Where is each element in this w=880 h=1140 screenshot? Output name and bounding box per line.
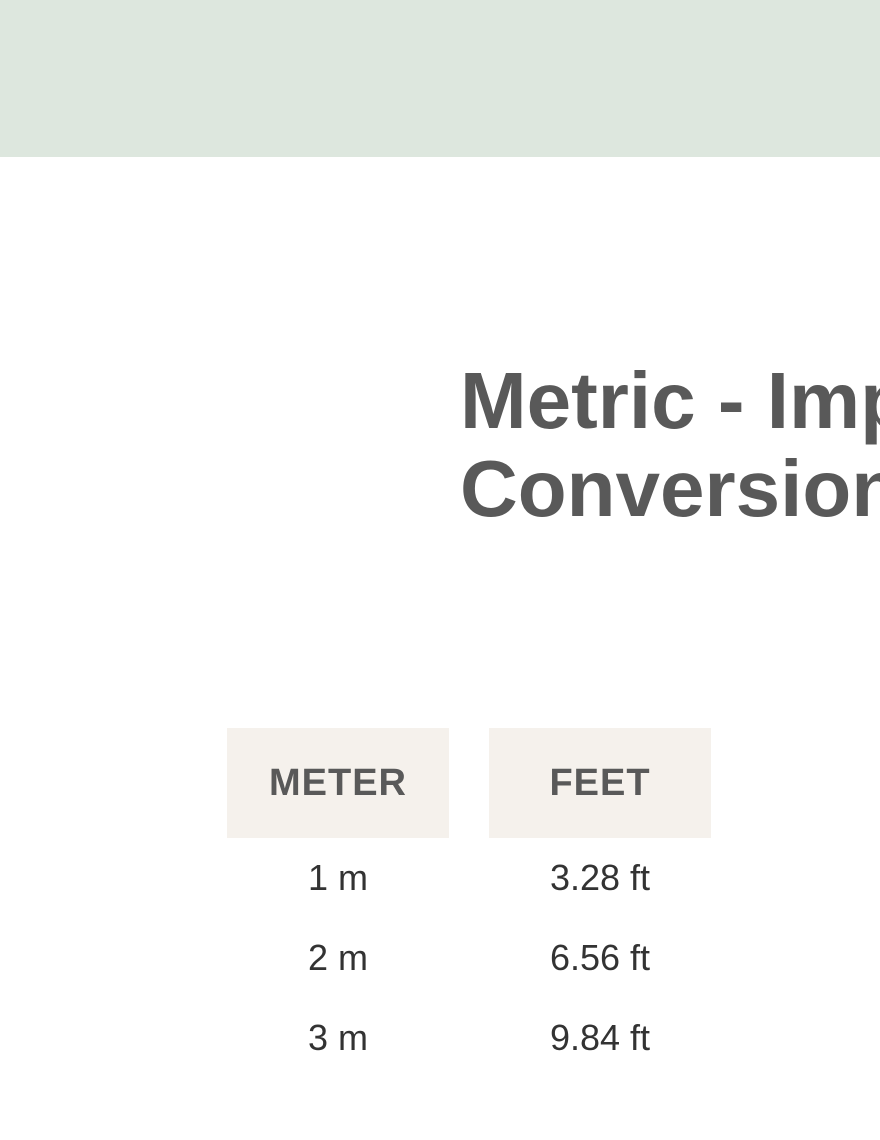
meter-header: METER	[227, 728, 449, 838]
table-row: 9.84 ft	[489, 998, 711, 1078]
top-banner	[0, 0, 880, 157]
conversion-table: METER 1 m 2 m 3 m FEET 3.28 ft 6.56 ft 9…	[227, 728, 880, 1078]
table-row: 2 m	[227, 918, 449, 998]
conversion-table-section: METER 1 m 2 m 3 m FEET 3.28 ft 6.56 ft 9…	[0, 533, 880, 1078]
feet-header: FEET	[489, 728, 711, 838]
table-row: 3.28 ft	[489, 838, 711, 918]
title-section: Metric - Imperial Conversion Table	[0, 157, 880, 533]
feet-column: FEET 3.28 ft 6.56 ft 9.84 ft	[489, 728, 711, 1078]
table-row: 1 m	[227, 838, 449, 918]
table-row: 3 m	[227, 998, 449, 1078]
table-row: 6.56 ft	[489, 918, 711, 998]
page-title-line1: Metric - Imperial	[460, 357, 880, 445]
page-title-line2: Conversion Table	[460, 445, 880, 533]
meter-column: METER 1 m 2 m 3 m	[227, 728, 449, 1078]
